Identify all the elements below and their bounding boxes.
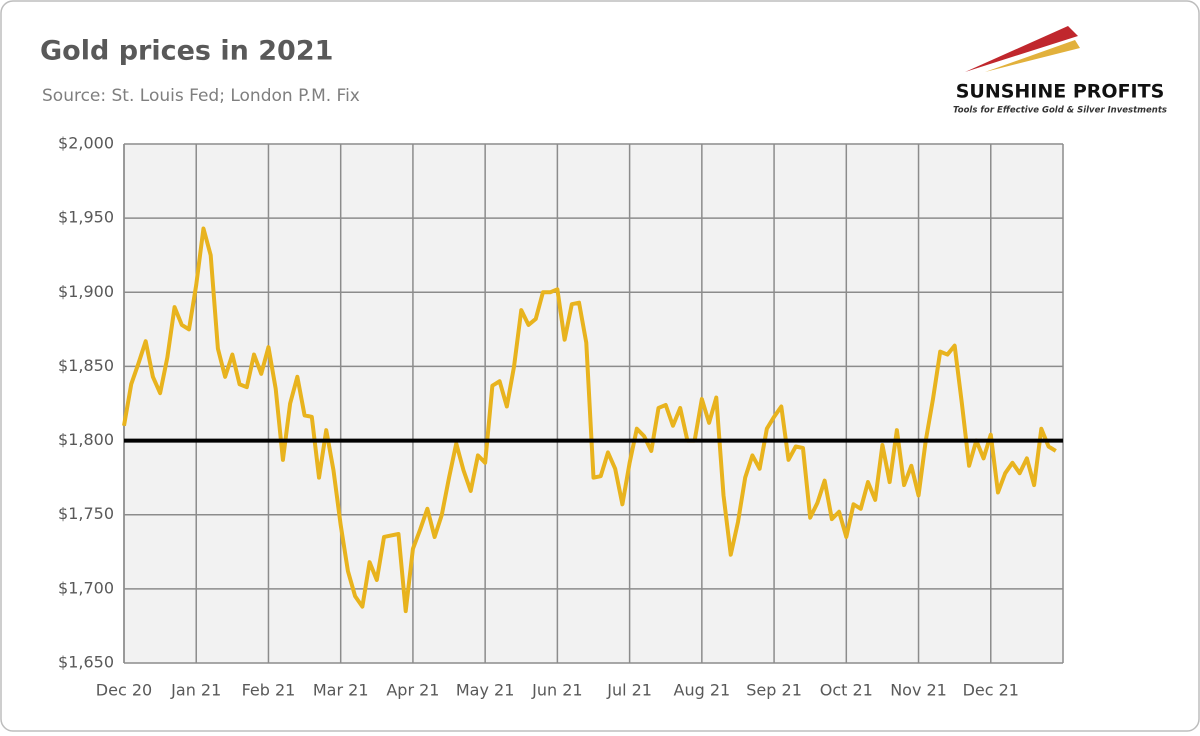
- plot-area: [124, 144, 1063, 663]
- price-line: [122, 226, 1057, 614]
- x-tick-label: Jul 21: [606, 681, 652, 700]
- x-tick-label: Feb 21: [242, 681, 296, 700]
- y-tick-label: $1,650: [58, 653, 114, 672]
- chart-title: Gold prices in 2021: [40, 36, 333, 67]
- x-tick-label: May 21: [456, 681, 515, 700]
- x-tick-label: Nov 21: [890, 681, 947, 700]
- logo-tagline: Tools for Effective Gold & Silver Invest…: [953, 106, 1167, 116]
- y-tick-label: $1,700: [58, 578, 114, 597]
- x-tick-label: Jan 21: [170, 681, 221, 700]
- y-tick-label: $1,950: [58, 208, 114, 227]
- x-tick-label: Apr 21: [386, 681, 439, 700]
- y-tick-label: $2,000: [58, 134, 114, 153]
- logo-swoosh: [965, 26, 1078, 72]
- y-tick-label: $1,850: [58, 356, 114, 375]
- logo: SUNSHINE PROFITS Tools for Effective Gol…: [953, 26, 1167, 116]
- x-tick-label: Dec 21: [963, 681, 1019, 700]
- x-tick-label: Dec 20: [96, 681, 152, 700]
- chart-subtitle: Source: St. Louis Fed; London P.M. Fix: [42, 86, 360, 106]
- logo-swoosh: [985, 40, 1080, 72]
- x-tick-label: Aug 21: [674, 681, 731, 700]
- logo-name: SUNSHINE PROFITS: [956, 81, 1165, 103]
- x-tick-label: Sep 21: [746, 681, 802, 700]
- y-tick-label: $1,900: [58, 282, 114, 301]
- x-tick-label: Jun 21: [531, 681, 582, 700]
- y-tick-label: $1,800: [58, 430, 114, 449]
- x-tick-label: Mar 21: [313, 681, 369, 700]
- x-tick-label: Oct 21: [820, 681, 873, 700]
- y-tick-label: $1,750: [58, 504, 114, 523]
